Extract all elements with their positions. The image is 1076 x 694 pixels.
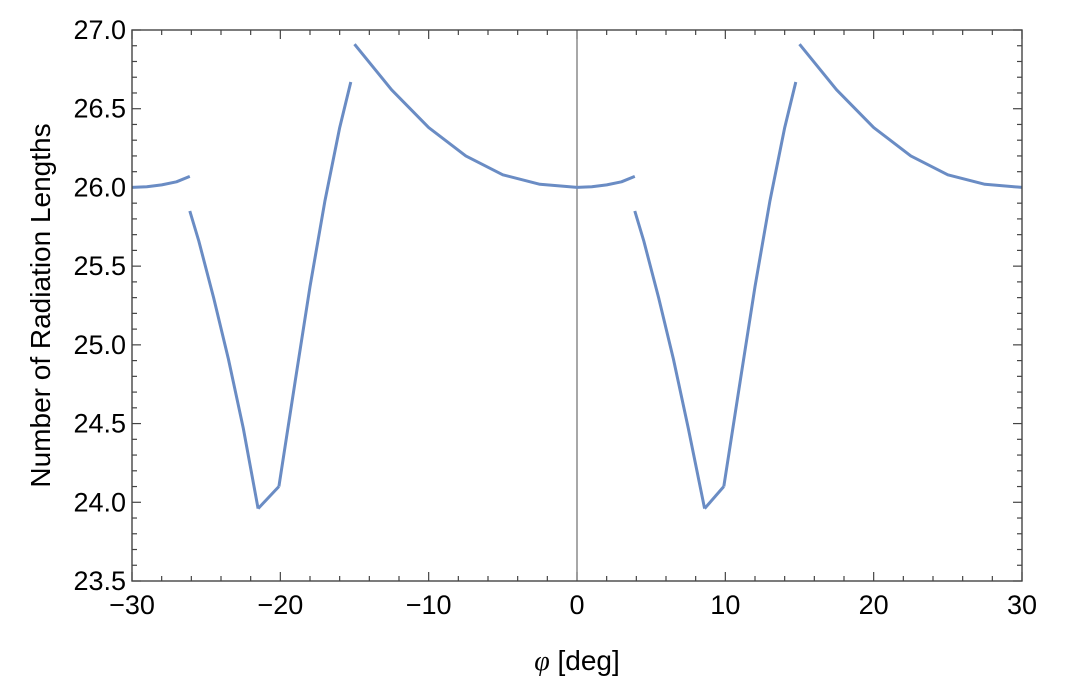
series-segment [576, 175, 636, 189]
x-tick-label: −30 [109, 590, 155, 620]
series-segment [131, 175, 191, 189]
y-tick-labels: 23.5 24.0 24.5 25.0 25.5 26.0 26.5 27.0 [73, 15, 126, 596]
series-segment [277, 81, 353, 487]
x-tick-label: −10 [406, 590, 452, 620]
x-axis-label: φ [deg] [534, 645, 620, 677]
x-axis-label-symbol: φ [534, 646, 550, 677]
y-tick-label: 24.0 [73, 487, 126, 517]
series-segment [722, 81, 798, 487]
y-tick-label: 25.0 [73, 330, 126, 360]
x-tick-labels: −30 −20 −10 0 10 20 30 [109, 590, 1037, 620]
y-tick-label: 23.5 [73, 566, 126, 596]
series-segment [353, 43, 578, 189]
x-axis-label-unit: [deg] [550, 645, 620, 676]
series-segment [703, 485, 725, 510]
x-tick-label: 0 [569, 590, 584, 620]
y-tick-label: 26.0 [73, 172, 126, 202]
ticks [131, 29, 1023, 582]
x-tick-label: 10 [710, 590, 740, 620]
y-tick-label: 25.5 [73, 251, 126, 281]
series-segment [257, 485, 280, 510]
x-tick-label: 20 [859, 590, 889, 620]
y-tick-label: 27.0 [73, 15, 126, 45]
y-tick-label: 26.5 [73, 94, 126, 124]
series-segment [633, 210, 707, 509]
x-tick-label: 30 [1007, 590, 1037, 620]
y-axis-label: Number of Radiation Lengths [25, 123, 56, 487]
x-tick-label: −20 [257, 590, 303, 620]
plot-frame [131, 29, 1023, 582]
series-segment [188, 210, 260, 509]
data-series [131, 43, 1023, 510]
y-tick-label: 24.5 [73, 409, 126, 439]
series-segment [798, 43, 1023, 189]
